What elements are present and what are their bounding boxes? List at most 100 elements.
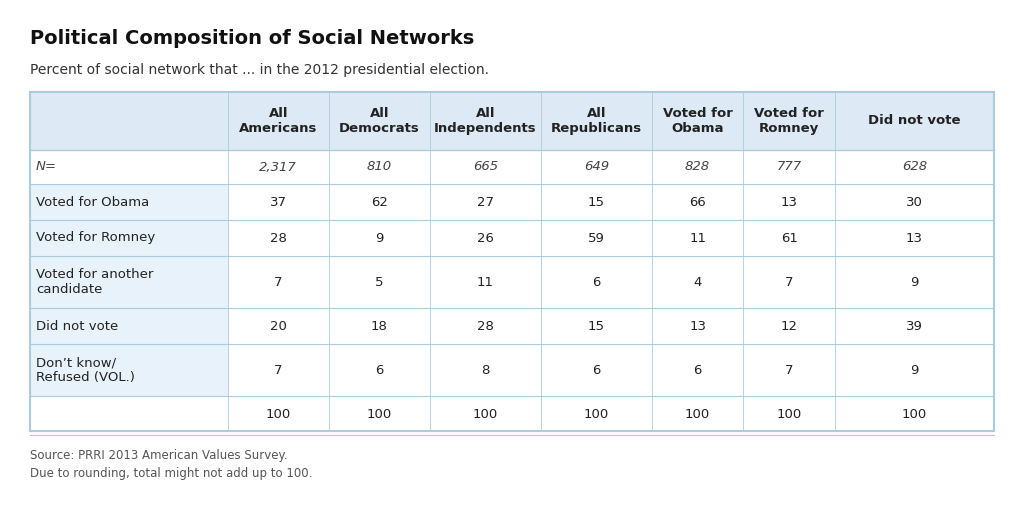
Text: 12: 12 <box>780 320 798 333</box>
Text: 6: 6 <box>375 363 384 377</box>
Bar <box>227 344 329 396</box>
Text: Political Composition of Social Networks: Political Composition of Social Networks <box>30 29 474 48</box>
Bar <box>430 256 541 308</box>
Bar <box>541 344 652 396</box>
Bar <box>430 184 541 220</box>
Text: 9: 9 <box>910 276 919 288</box>
Text: 100: 100 <box>367 407 392 421</box>
Text: 11: 11 <box>689 232 707 244</box>
Bar <box>743 150 835 184</box>
Text: 100: 100 <box>685 407 711 421</box>
Text: 28: 28 <box>269 232 287 244</box>
Text: 7: 7 <box>274 276 283 288</box>
Text: 13: 13 <box>906 232 923 244</box>
Text: Voted for
Romney: Voted for Romney <box>755 107 824 135</box>
Bar <box>30 308 227 344</box>
Text: Source: PRRI 2013 American Values Survey.: Source: PRRI 2013 American Values Survey… <box>30 449 288 462</box>
Bar <box>227 256 329 308</box>
Text: 7: 7 <box>785 363 794 377</box>
Bar <box>541 220 652 256</box>
Text: 39: 39 <box>906 320 923 333</box>
Bar <box>329 184 430 220</box>
Text: 27: 27 <box>477 196 494 208</box>
Bar <box>541 184 652 220</box>
Text: All
Independents: All Independents <box>434 107 537 135</box>
Bar <box>743 256 835 308</box>
Text: 100: 100 <box>473 407 498 421</box>
Bar <box>30 344 227 396</box>
Text: 100: 100 <box>902 407 927 421</box>
Text: 26: 26 <box>477 232 494 244</box>
Text: Percent of social network that ... in the 2012 presidential election.: Percent of social network that ... in th… <box>30 63 489 77</box>
Bar <box>652 150 743 184</box>
Bar <box>227 396 329 432</box>
Text: 20: 20 <box>269 320 287 333</box>
Text: 7: 7 <box>274 363 283 377</box>
Bar <box>652 344 743 396</box>
Bar <box>227 220 329 256</box>
Bar <box>652 396 743 432</box>
Bar <box>430 220 541 256</box>
Text: 628: 628 <box>902 160 927 174</box>
Bar <box>743 344 835 396</box>
Bar <box>541 308 652 344</box>
Text: Voted for Romney: Voted for Romney <box>36 232 156 244</box>
Bar <box>227 308 329 344</box>
Text: 9: 9 <box>910 363 919 377</box>
Bar <box>743 396 835 432</box>
Bar <box>30 92 994 431</box>
Bar <box>30 92 227 150</box>
Bar <box>227 184 329 220</box>
Bar <box>30 150 227 184</box>
Bar <box>743 184 835 220</box>
Bar <box>835 150 994 184</box>
Text: All
Democrats: All Democrats <box>339 107 420 135</box>
Text: Due to rounding, total might not add up to 100.: Due to rounding, total might not add up … <box>30 467 312 480</box>
Bar <box>541 396 652 432</box>
Text: 665: 665 <box>473 160 498 174</box>
Text: 6: 6 <box>592 363 600 377</box>
Text: 15: 15 <box>588 196 605 208</box>
Bar <box>541 92 652 150</box>
Bar <box>227 92 329 150</box>
Bar <box>835 344 994 396</box>
Bar <box>329 308 430 344</box>
Bar <box>743 92 835 150</box>
Bar <box>652 308 743 344</box>
Text: 649: 649 <box>584 160 609 174</box>
Bar <box>430 92 541 150</box>
Text: 15: 15 <box>588 320 605 333</box>
Text: 2,317: 2,317 <box>259 160 297 174</box>
Text: 4: 4 <box>693 276 701 288</box>
Text: 28: 28 <box>477 320 494 333</box>
Text: Did not vote: Did not vote <box>36 320 118 333</box>
Bar <box>652 92 743 150</box>
Bar <box>430 150 541 184</box>
Text: 66: 66 <box>689 196 706 208</box>
Text: 810: 810 <box>367 160 392 174</box>
Text: Did not vote: Did not vote <box>868 114 961 127</box>
Bar <box>743 308 835 344</box>
Bar <box>430 396 541 432</box>
Text: 6: 6 <box>592 276 600 288</box>
Bar <box>652 220 743 256</box>
Bar <box>30 184 227 220</box>
Bar <box>835 396 994 432</box>
Bar <box>329 220 430 256</box>
Text: Don’t know/
Refused (VOL.): Don’t know/ Refused (VOL.) <box>36 356 135 384</box>
Bar <box>835 184 994 220</box>
Bar <box>430 308 541 344</box>
Text: Voted for
Obama: Voted for Obama <box>663 107 732 135</box>
Bar <box>329 396 430 432</box>
Text: All
Americans: All Americans <box>239 107 317 135</box>
Text: 9: 9 <box>375 232 384 244</box>
Bar <box>835 92 994 150</box>
Text: 13: 13 <box>780 196 798 208</box>
Bar <box>30 256 227 308</box>
Bar <box>329 344 430 396</box>
Bar <box>329 150 430 184</box>
Text: 6: 6 <box>693 363 701 377</box>
Text: Voted for Obama: Voted for Obama <box>36 196 150 208</box>
Text: 7: 7 <box>785 276 794 288</box>
Bar <box>430 344 541 396</box>
